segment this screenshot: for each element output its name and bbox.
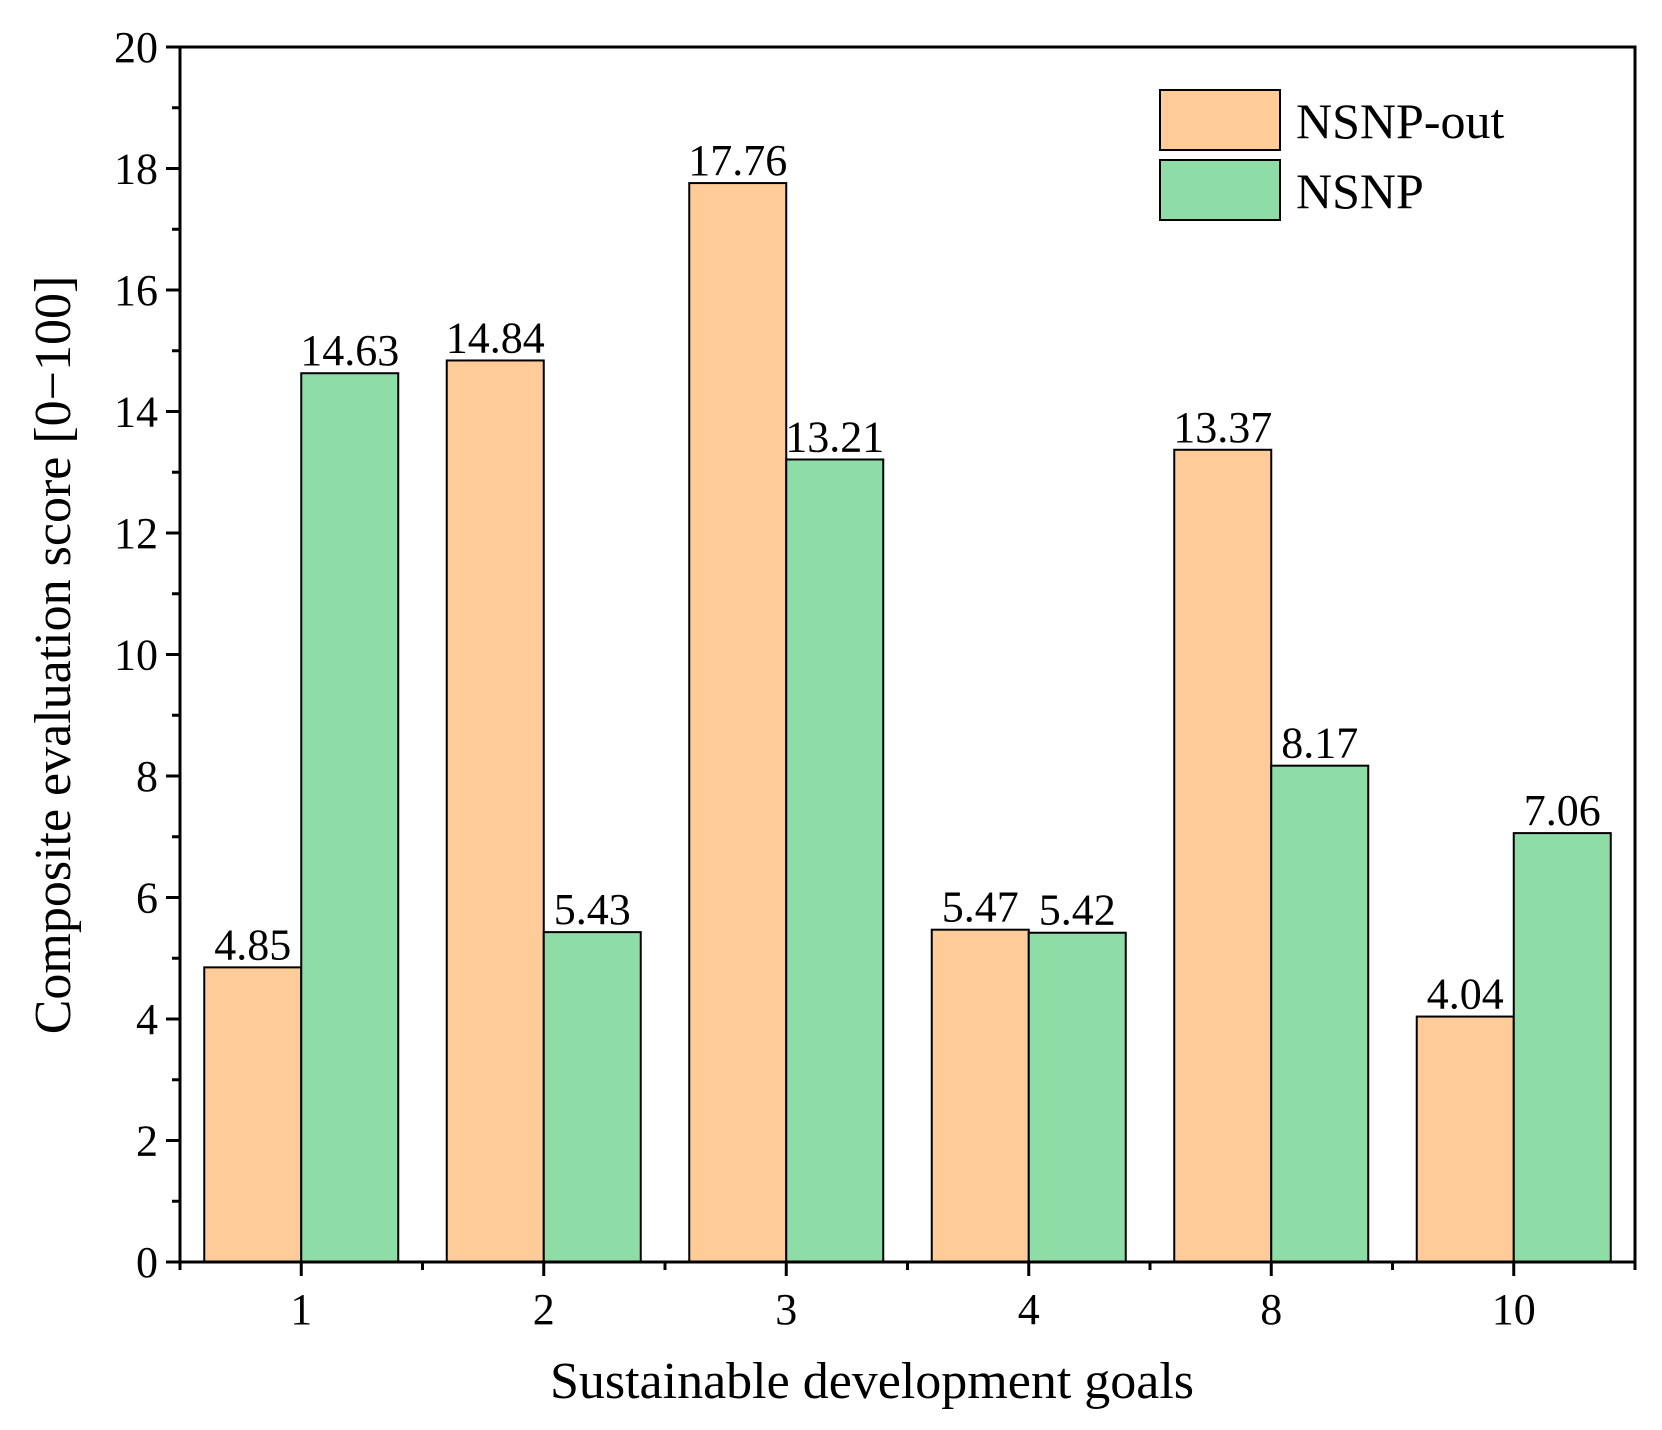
data-label-nsnp-out-goal-2: 14.84	[446, 313, 545, 362]
data-label-nsnp-out-goal-10: 4.04	[1427, 970, 1504, 1019]
y-tick-label: 14	[114, 388, 158, 437]
bar-nsnp-goal-8	[1270, 764, 1370, 1263]
x-tick-label: 4	[1018, 1285, 1040, 1334]
data-label-nsnp-out-goal-4: 5.47	[942, 883, 1019, 932]
y-tick-label: 4	[136, 995, 158, 1044]
x-tick-label: 1	[290, 1285, 312, 1334]
data-label-nsnp-goal-10: 7.06	[1524, 786, 1601, 835]
y-axis-title: Composite evaluation score [0−100]	[25, 276, 82, 1035]
x-tick-label: 3	[775, 1285, 797, 1334]
data-label-nsnp-out-goal-1: 4.85	[214, 920, 291, 969]
bar-nsnp-goal-1	[300, 372, 400, 1264]
legend-label-nsnp: NSNP	[1296, 163, 1424, 219]
x-tick-label: 10	[1492, 1285, 1536, 1334]
legend-swatch-nsnp-out	[1159, 89, 1281, 151]
y-tick-label: 6	[136, 874, 158, 923]
bars-layer	[203, 182, 1612, 1264]
y-tick-label: 20	[114, 23, 158, 72]
y-tick-label: 8	[136, 752, 158, 801]
bar-nsnp-out-goal-3	[688, 182, 788, 1264]
y-tick-label: 18	[114, 145, 158, 194]
x-axis-title: Sustainable development goals	[550, 1353, 1194, 1410]
y-tick-label: 0	[136, 1238, 158, 1287]
bar-nsnp-out-goal-8	[1173, 448, 1273, 1263]
legend-label-nsnp-out: NSNP-out	[1296, 93, 1504, 149]
legend: NSNP-out NSNP	[1159, 89, 1504, 221]
x-tick-label: 8	[1260, 1285, 1282, 1334]
y-tick-label: 2	[136, 1117, 158, 1166]
data-label-nsnp-goal-2: 5.43	[554, 885, 631, 934]
bar-nsnp-goal-2	[542, 931, 642, 1263]
y-tick-label: 16	[114, 266, 158, 315]
bar-nsnp-out-goal-1	[203, 966, 303, 1263]
bar-nsnp-out-goal-10	[1415, 1015, 1515, 1263]
y-tick-label: 12	[114, 509, 158, 558]
data-label-nsnp-goal-3: 13.21	[785, 412, 884, 461]
data-label-nsnp-goal-1: 14.63	[300, 326, 399, 375]
bar-nsnp-out-goal-4	[930, 928, 1030, 1263]
bar-nsnp-goal-4	[1027, 931, 1127, 1263]
data-label-nsnp-out-goal-3: 17.76	[688, 136, 787, 185]
data-label-nsnp-out-goal-8: 13.37	[1173, 403, 1272, 452]
data-labels-layer: 4.85 14.84 17.76 5.47 13.37 4.04 14.63 5.43 13.2…	[214, 136, 1601, 1018]
data-label-nsnp-goal-8: 8.17	[1281, 719, 1358, 768]
x-tick-label: 2	[533, 1285, 555, 1334]
legend-swatch-nsnp	[1159, 159, 1281, 221]
y-tick-label: 10	[114, 631, 158, 680]
data-label-nsnp-goal-4: 5.42	[1039, 886, 1116, 935]
bar-nsnp-goal-3	[785, 458, 885, 1263]
bar-nsnp-goal-10	[1512, 832, 1612, 1263]
bar-nsnp-out-goal-2	[445, 359, 545, 1264]
